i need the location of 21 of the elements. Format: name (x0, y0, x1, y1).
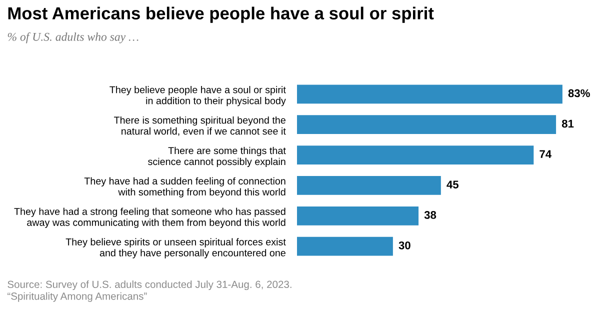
y-tick-label: They have had a strong feeling that someone who has passed away was communicating with them from beyond this world (14, 208, 286, 228)
y-tick-label: They have had a sudden feeling of connection with something from beyond this world (84, 177, 286, 198)
data-label: 45 (446, 180, 459, 188)
bar (297, 146, 534, 164)
data-label: 30 (398, 241, 410, 250)
bar (297, 84, 562, 104)
data-label: 38 (424, 211, 436, 219)
bar (297, 236, 393, 256)
bar (297, 176, 441, 195)
bar (297, 115, 556, 134)
y-tick-label: They believe people have a soul or spirit in addition to their physical body (110, 86, 286, 106)
source-note: Source: Survey of U.S. adults conducted July 31-Aug. 6, 2023. “Spirituality Among Americans” (8, 280, 292, 302)
chart-title: Most Americans believe people have a soul or spirit (8, 6, 434, 23)
data-label: 74 (540, 150, 552, 158)
y-tick-label: There is something spiritual beyond the natural world, even if we cannot see it (114, 116, 286, 136)
data-label: 83% (568, 89, 590, 98)
y-tick-label: There are some things that science cannot possibly explain (148, 146, 286, 168)
bar (297, 206, 419, 226)
data-label: 81 (562, 120, 574, 128)
text: % of U.S. adults who say … (8, 32, 138, 44)
y-tick-label: They believe spirits or unseen spiritual forces exist and they have personally encountered one (66, 238, 286, 258)
